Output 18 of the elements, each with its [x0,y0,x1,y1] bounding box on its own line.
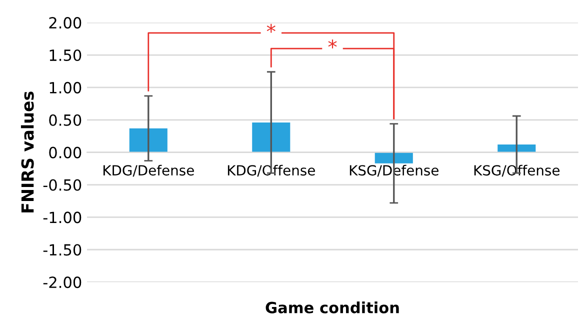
y-tick-label: -1.00 [43,212,82,224]
y-tick-label: 1.00 [50,82,82,94]
bar [129,128,168,152]
y-tick-label: -1.50 [43,244,82,256]
y-tick-label: -0.50 [43,179,82,191]
bar [252,122,290,152]
annotation: * [266,24,276,33]
bar [374,152,413,164]
annotation: * [328,39,337,48]
bar [498,144,536,152]
x-axis-title: Game condition [266,302,399,314]
y-tick-label: 1.50 [50,49,82,62]
y-tick-label: 2.00 [49,17,82,29]
x-tick-label: KDG/Defense [104,164,194,177]
y-tick-label: 0.00 [49,146,82,158]
y-tick-label: -2.00 [43,276,82,288]
y-tick-label: 0.50 [49,114,82,126]
y-axis-title: FNIRS values [20,92,34,212]
